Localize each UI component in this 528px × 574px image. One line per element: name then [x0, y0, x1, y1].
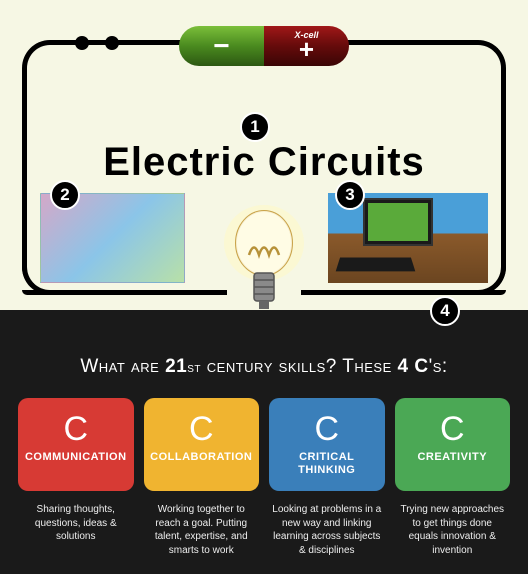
battery-positive: X-cell + [264, 26, 349, 66]
battery-icon: − X-cell + [179, 20, 349, 68]
battery-negative: − [179, 26, 264, 66]
card-letter: C [401, 410, 505, 449]
battery-brand-label: X-cell [294, 30, 318, 40]
skills-descriptions-row: Sharing thoughts, questions, ideas & sol… [18, 503, 510, 557]
minus-symbol: − [213, 30, 229, 62]
heading-ordinal: st [187, 359, 201, 375]
skills-panel: 4 What are 21st century skills? These 4 … [0, 310, 528, 574]
heading-number: 21 [165, 356, 187, 377]
keyboard-icon [336, 257, 416, 271]
card-label: CREATIVITY [401, 451, 505, 464]
heading-text: What are [80, 356, 165, 377]
annotation-marker-2: 2 [50, 180, 80, 210]
circuit-wire-bottom-right [301, 290, 506, 295]
card-label: CRITICAL THINKING [275, 451, 379, 477]
diagram-title: Electric Circuits [0, 140, 528, 185]
heading-text: century skills? These [201, 356, 398, 377]
skills-heading: What are 21st century skills? These 4 C'… [18, 356, 510, 378]
lightbulb-icon [224, 205, 304, 315]
heading-text: 's: [429, 356, 448, 377]
annotation-marker-3: 3 [335, 180, 365, 210]
card-description: Working together to reach a goal. Puttin… [144, 503, 260, 557]
circuit-node [75, 36, 89, 50]
card-description: Trying new approaches to get things done… [395, 503, 511, 557]
circuit-wire-bottom-left [22, 290, 227, 295]
skills-cards-row: C COMMUNICATION C COLLABORATION C CRITIC… [18, 398, 510, 491]
card-letter: C [275, 410, 379, 449]
heading-number: 4 C [398, 356, 429, 377]
skill-card-collaboration: C COLLABORATION [144, 398, 260, 491]
card-description: Looking at problems in a new way and lin… [269, 503, 385, 557]
card-label: COLLABORATION [150, 451, 254, 464]
skill-card-critical-thinking: C CRITICAL THINKING [269, 398, 385, 491]
circuit-node [105, 36, 119, 50]
annotation-marker-4: 4 [430, 296, 460, 326]
monitor-icon [363, 198, 433, 246]
annotation-marker-1: 1 [240, 112, 270, 142]
skill-card-communication: C COMMUNICATION [18, 398, 134, 491]
circuit-diagram-panel: − X-cell + Electric Circuits 1 2 3 [0, 0, 528, 310]
card-description: Sharing thoughts, questions, ideas & sol… [18, 503, 134, 557]
card-letter: C [24, 410, 128, 449]
card-letter: C [150, 410, 254, 449]
skill-card-creativity: C CREATIVITY [395, 398, 511, 491]
card-label: COMMUNICATION [24, 451, 128, 464]
